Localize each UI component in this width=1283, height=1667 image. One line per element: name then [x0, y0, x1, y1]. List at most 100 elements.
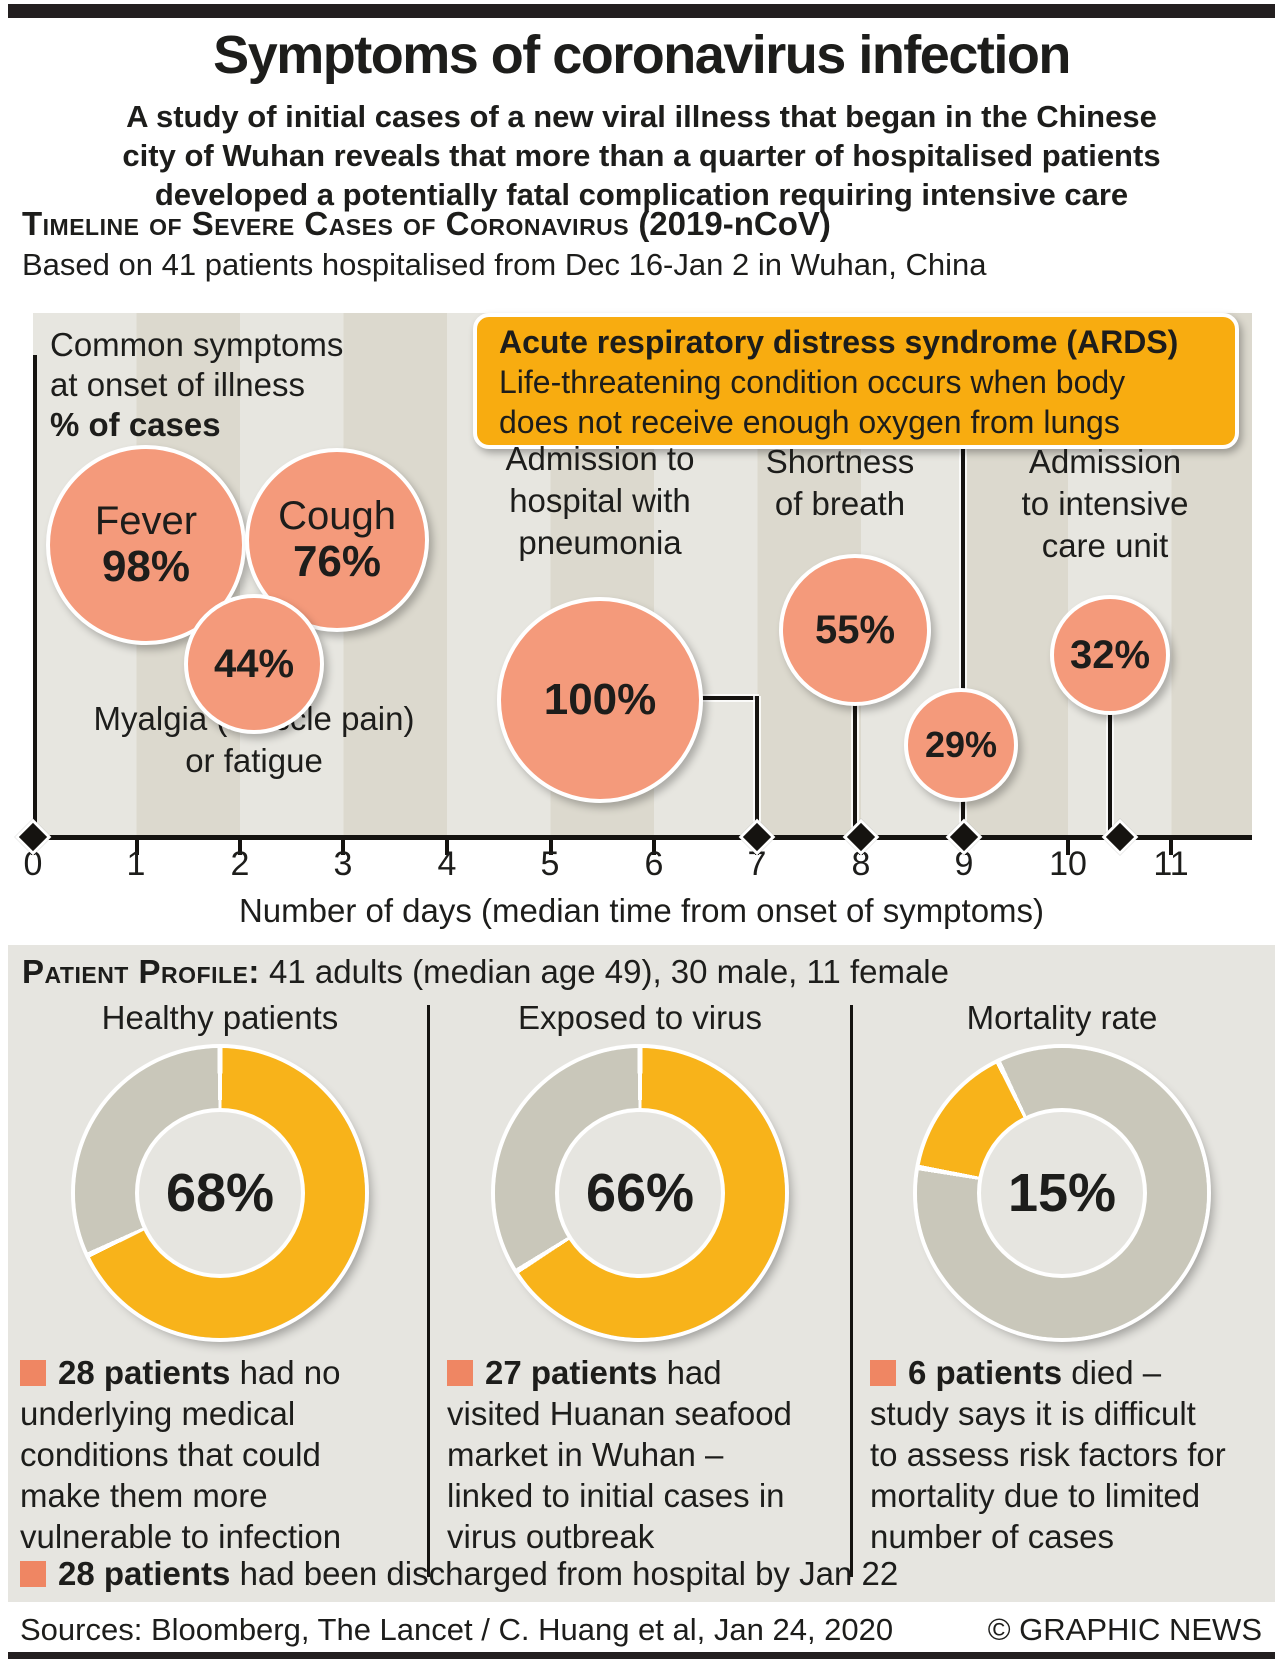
caption-line: Admission to: [505, 440, 695, 477]
note-rest: had visited Huanan seafood market in Wuh…: [447, 1354, 792, 1555]
ards-title: Acute respiratory distress syndrome (ARD…: [499, 324, 1179, 360]
x-axis-line: [30, 835, 1252, 840]
bubble-percent: 29%: [924, 724, 998, 765]
pct-of-cases-label: % of cases: [50, 406, 221, 443]
x-tick-label: 4: [437, 845, 457, 883]
note-bold: 28 patients: [58, 1354, 231, 1391]
caption-line: Admission: [1028, 443, 1182, 480]
bubble-label: Cough: [278, 494, 396, 538]
breath-caption: Shortness of breath: [740, 441, 940, 525]
caption-line: of breath: [774, 485, 906, 522]
caption-line: Shortness: [765, 443, 915, 480]
common-symptoms-line: at onset of illness: [50, 366, 305, 403]
intro-line: A study of initial cases of a new viral …: [126, 99, 1157, 134]
x-tick-label: 2: [230, 845, 250, 883]
bubble-percent: 100%: [543, 675, 657, 724]
icu-day10-connector-line: [1108, 711, 1112, 835]
note-bold: 6 patients: [908, 1354, 1063, 1391]
common-symptoms-label: Common symptoms at onset of illness % of…: [50, 325, 343, 445]
donut-title-exposed: Exposed to virus: [518, 999, 762, 1036]
patient-profile-stats: 41 adults (median age 49), 30 male, 11 f…: [259, 953, 949, 990]
credit-line: © GRAPHIC NEWS: [987, 1612, 1262, 1647]
donut-hole: 68%: [139, 1112, 301, 1274]
note-bold: 27 patients: [485, 1354, 658, 1391]
x-tick-label: 9: [954, 845, 974, 883]
pneumonia-elbow-horizontal: [665, 696, 759, 700]
bubble-ards: 29%: [904, 688, 1018, 802]
x-tick-label: 7: [747, 845, 767, 883]
ards-body-line: does not receive enough oxygen from lung…: [499, 404, 1120, 440]
donut-percent: 66%: [585, 1163, 695, 1223]
donut-chart-healthy: 68%: [75, 1048, 365, 1338]
x-tick-label: 3: [333, 845, 353, 883]
x-tick-label: 5: [540, 845, 560, 883]
x-tick: [549, 840, 553, 855]
bubble-cough: Cough 76%: [245, 448, 429, 632]
bubble-pneumonia: 100%: [497, 597, 703, 803]
x-tick-label: 6: [644, 845, 664, 883]
donut-chart-mortality: 15%: [917, 1048, 1207, 1338]
timeline-chart-panel: Acute respiratory distress syndrome (ARD…: [14, 313, 1252, 856]
sources-line: Sources: Bloomberg, The Lancet / C. Huan…: [20, 1612, 894, 1647]
x-tick: [652, 840, 656, 855]
bubble-percent: 44%: [213, 642, 295, 686]
note-rest: died – study says it is difficult to ass…: [870, 1354, 1226, 1555]
caption-line: to intensive: [1021, 485, 1189, 522]
note-healthy: 28 patients had no underlying medical co…: [20, 1352, 392, 1557]
donut-hole: 15%: [981, 1112, 1143, 1274]
patient-profile-heading: Patient Profile: 41 adults (median age 4…: [22, 953, 949, 991]
x-tick-label: 10: [1049, 845, 1087, 883]
breath-day8-connector-line: [853, 704, 857, 835]
x-tick: [135, 840, 139, 855]
x-tick-label: 1: [126, 845, 146, 883]
ards-day9-connector-line: [961, 447, 965, 835]
salmon-square-icon: [447, 1360, 473, 1386]
ards-body-line: Life-threatening condition occurs when b…: [499, 364, 1126, 400]
salmon-square-icon: [20, 1360, 46, 1386]
top-rule-bar: [8, 4, 1275, 18]
donut-percent: 68%: [165, 1163, 275, 1223]
bubble-breath: 55%: [779, 554, 931, 706]
donut-chart-exposed: 66%: [495, 1048, 785, 1338]
bubble-label: Fever: [94, 499, 198, 543]
y-axis-line: [33, 355, 37, 837]
pneumonia-caption: Admission to hospital with pneumonia: [450, 438, 750, 564]
donut-title-mortality: Mortality rate: [966, 999, 1158, 1036]
note-rest: had no underlying medical conditions tha…: [20, 1354, 342, 1555]
timeline-heading-smallcaps: Timeline of Severe Cases of Coronavirus: [22, 205, 630, 242]
donut-percent: 15%: [1007, 1163, 1117, 1223]
note-exposed: 27 patients had visited Huanan seafood m…: [447, 1352, 807, 1557]
x-tick-label: 0: [23, 845, 43, 883]
bubble-myalgia: 44%: [184, 594, 324, 734]
pneumonia-elbow-vertical: [755, 696, 759, 835]
intro-line: developed a potentially fatal complicati…: [154, 177, 1129, 212]
column-divider: [850, 1005, 853, 1577]
caption-line: pneumonia: [518, 524, 682, 561]
bubble-icu: 32%: [1050, 595, 1170, 715]
bubble-percent: 98%: [101, 542, 191, 591]
column-divider: [427, 1005, 430, 1577]
bubble-percent: 32%: [1069, 633, 1151, 677]
common-symptoms-line: Common symptoms: [50, 326, 344, 363]
intro-line: city of Wuhan reveals that more than a q…: [122, 138, 1161, 173]
intro-paragraph: A study of initial cases of a new viral …: [0, 97, 1283, 214]
timeline-section-heading: Timeline of Severe Cases of Coronavirus …: [22, 205, 831, 243]
salmon-square-icon: [20, 1561, 46, 1587]
donut-title-healthy: Healthy patients: [101, 999, 339, 1036]
caption-line: hospital with: [509, 482, 691, 519]
timeline-subheading: Based on 41 patients hospitalised from D…: [22, 247, 987, 282]
bottom-rule-bar: [8, 1652, 1275, 1659]
icu-caption: Admission to intensive care unit: [995, 441, 1215, 567]
ards-callout-box: Acute respiratory distress syndrome (ARD…: [473, 313, 1239, 449]
bubble-percent: 76%: [292, 537, 382, 586]
note-bold: 28 patients: [58, 1555, 231, 1592]
patient-profile-panel: Patient Profile: 41 adults (median age 4…: [8, 945, 1275, 1602]
donut-hole: 66%: [559, 1112, 721, 1274]
caption-line: care unit: [1041, 527, 1169, 564]
patient-profile-label: Patient Profile:: [22, 953, 260, 990]
page-title: Symptoms of coronavirus infection: [213, 25, 1071, 85]
x-tick: [1066, 840, 1070, 855]
x-tick: [445, 840, 449, 855]
x-tick: [1169, 840, 1173, 855]
